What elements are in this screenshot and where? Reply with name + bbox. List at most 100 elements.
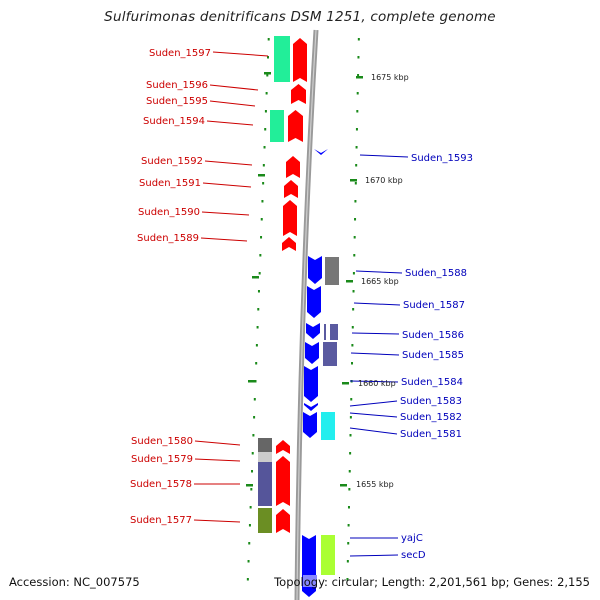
- major-tick-right: [342, 382, 349, 385]
- tick-mark: [352, 290, 355, 293]
- tick-mark: [357, 38, 360, 41]
- tick-mark: [249, 506, 252, 509]
- connector-secd: [349, 554, 399, 557]
- connector-suden-1579: [194, 458, 241, 462]
- category-box: [274, 36, 290, 82]
- tick-mark: [353, 236, 356, 239]
- gene-label-suden-1583[interactable]: Suden_1583: [400, 396, 462, 407]
- category-box: [303, 575, 317, 587]
- gene-suden-1585: [305, 342, 319, 364]
- gene-suden-1592: [286, 156, 300, 178]
- gene-label-suden-1587[interactable]: Suden_1587: [403, 300, 465, 311]
- gene-suden-1597: [293, 38, 307, 82]
- major-tick-left: [246, 484, 253, 487]
- tick-mark: [261, 200, 264, 203]
- category-box: [323, 342, 337, 366]
- tick-mark: [264, 128, 267, 131]
- gene-label-suden-1597[interactable]: Suden_1597: [149, 48, 211, 59]
- scale-label-1665: 1665 kbp: [361, 277, 399, 286]
- gene-suden-1581: [303, 412, 317, 438]
- major-tick-right: [346, 280, 353, 283]
- gene-label-suden-1581[interactable]: Suden_1581: [400, 429, 462, 440]
- gene-suden-1577: [276, 509, 290, 533]
- gene-label-suden-1593[interactable]: Suden_1593: [411, 153, 473, 164]
- gene-label-secd[interactable]: secD: [401, 550, 426, 561]
- gene-label-suden-1590[interactable]: Suden_1590: [138, 207, 200, 218]
- tick-mark: [251, 452, 254, 455]
- connector-suden-1581: [349, 427, 398, 435]
- gene-suden-1584: [304, 366, 318, 402]
- category-box: [258, 452, 272, 462]
- category-box: [258, 508, 272, 533]
- connector-suden-1587: [353, 302, 401, 306]
- connector-suden-1596: [209, 84, 259, 91]
- tick-mark: [262, 164, 265, 167]
- tick-mark: [348, 488, 351, 491]
- gene-label-suden-1589[interactable]: Suden_1589: [137, 233, 199, 244]
- connector-suden-1593: [359, 154, 409, 158]
- gene-label-suden-1579[interactable]: Suden_1579: [131, 454, 193, 465]
- tick-mark: [347, 524, 350, 527]
- scale-label-1675: 1675 kbp: [371, 73, 409, 82]
- gene-label-suden-1585[interactable]: Suden_1585: [402, 350, 464, 361]
- connector-suden-1577: [193, 519, 241, 523]
- tick-marks: [246, 38, 363, 581]
- scale-label-1670: 1670 kbp: [365, 176, 403, 185]
- topology-text: Topology: circular; Length: 2,201,561 bp…: [274, 575, 590, 589]
- gene-label-suden-1577[interactable]: Suden_1577: [130, 515, 192, 526]
- tick-mark: [352, 272, 355, 275]
- tick-mark: [259, 254, 262, 257]
- tick-mark: [348, 470, 351, 473]
- tick-mark: [355, 128, 358, 131]
- category-box: [321, 412, 335, 440]
- tick-mark: [355, 146, 358, 149]
- gene-label-suden-1588[interactable]: Suden_1588: [405, 268, 467, 279]
- gene-label-suden-1594[interactable]: Suden_1594: [143, 116, 205, 127]
- tick-mark: [354, 218, 357, 221]
- label-connectors: [193, 51, 409, 557]
- tick-mark: [346, 560, 349, 563]
- tick-mark: [349, 434, 352, 437]
- scale-label-1660: 1660 kbp: [358, 379, 396, 388]
- tick-mark: [351, 344, 354, 347]
- tick-mark: [350, 398, 353, 401]
- major-tick-right: [340, 484, 347, 487]
- tick-mark: [254, 380, 257, 383]
- gene-suden-1594: [288, 110, 303, 142]
- tick-mark: [248, 524, 251, 527]
- tick-mark: [250, 488, 253, 491]
- gene-label-suden-1582[interactable]: Suden_1582: [400, 412, 462, 423]
- connector-suden-1583: [349, 400, 398, 407]
- gene-label-suden-1578[interactable]: Suden_1578: [130, 479, 192, 490]
- scale-label-1655: 1655 kbp: [356, 480, 394, 489]
- connector-suden-1595: [209, 100, 256, 107]
- tick-mark: [266, 74, 269, 77]
- tick-mark: [351, 326, 354, 329]
- backbone-highlight: [296, 29, 317, 600]
- tick-mark: [255, 362, 258, 365]
- tick-mark: [356, 110, 359, 113]
- gene-label-suden-1591[interactable]: Suden_1591: [139, 178, 201, 189]
- gene-label-suden-1592[interactable]: Suden_1592: [141, 156, 203, 167]
- gene-suden-1583: [304, 403, 318, 411]
- gene-label-suden-1580[interactable]: Suden_1580: [131, 436, 193, 447]
- gene-label-suden-1584[interactable]: Suden_1584: [401, 377, 463, 388]
- tick-mark: [264, 110, 267, 113]
- tick-mark: [256, 326, 259, 329]
- tick-mark: [248, 542, 251, 545]
- major-tick-right: [350, 179, 357, 182]
- major-tick-left: [248, 380, 255, 383]
- tick-mark: [247, 560, 250, 563]
- gene-suden-1589: [282, 237, 296, 251]
- tick-mark: [355, 164, 358, 167]
- gene-suden-1588: [308, 256, 322, 284]
- tick-mark: [354, 182, 357, 185]
- gene-label-suden-1586[interactable]: Suden_1586: [402, 330, 464, 341]
- category-box: [258, 438, 272, 452]
- tick-mark: [265, 92, 268, 95]
- tick-mark: [351, 362, 354, 365]
- gene-label-yajc[interactable]: yajC: [401, 533, 423, 544]
- gene-label-suden-1595[interactable]: Suden_1595: [146, 96, 208, 107]
- gene-label-suden-1596[interactable]: Suden_1596: [146, 80, 208, 91]
